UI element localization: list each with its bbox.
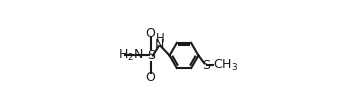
Text: H: H — [156, 32, 165, 45]
Text: O: O — [146, 71, 155, 84]
Text: S: S — [147, 49, 155, 62]
Text: O: O — [146, 27, 155, 40]
Text: N: N — [155, 38, 164, 51]
Text: H$_2$N: H$_2$N — [118, 48, 144, 63]
Text: CH$_3$: CH$_3$ — [213, 58, 239, 73]
Text: S: S — [202, 59, 210, 72]
